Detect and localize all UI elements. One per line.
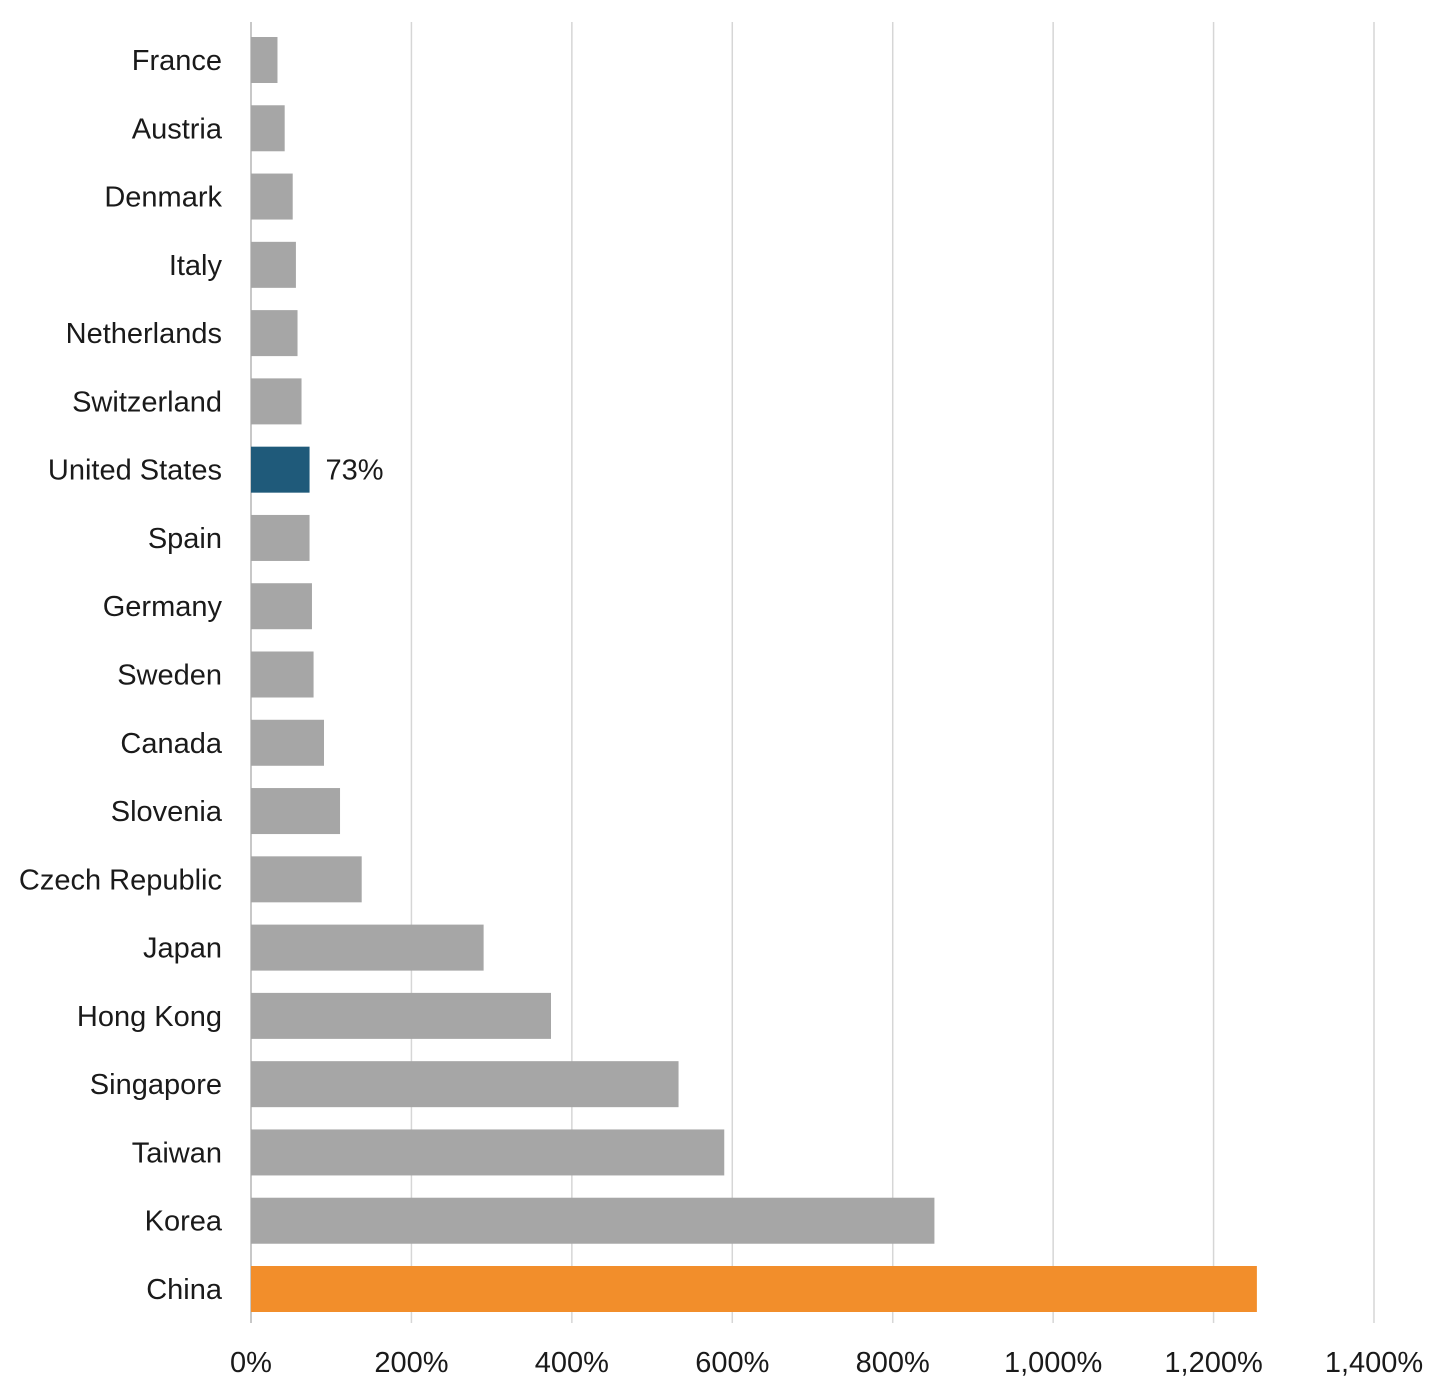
category-label-canada: Canada bbox=[120, 728, 222, 760]
category-labels: France Austria Denmark Italy Netherlands Swit… bbox=[19, 45, 223, 1306]
category-label-taiwan: Taiwan bbox=[132, 1137, 222, 1169]
category-label-korea: Korea bbox=[145, 1206, 223, 1238]
bar-france bbox=[251, 37, 278, 83]
bar-netherlands bbox=[251, 310, 298, 357]
x-tick-label-0: 0% bbox=[230, 1347, 272, 1379]
bar-taiwan bbox=[251, 1129, 725, 1176]
category-label-singapore: Singapore bbox=[90, 1069, 222, 1101]
bars bbox=[251, 37, 1257, 1312]
category-label-denmark: Denmark bbox=[104, 182, 222, 214]
bar-czech-republic bbox=[251, 856, 362, 903]
x-tick-label-1-200: 1,200% bbox=[1164, 1347, 1262, 1379]
category-label-switzerland: Switzerland bbox=[72, 386, 222, 418]
category-label-czech-republic: Czech Republic bbox=[19, 864, 222, 896]
gridlines bbox=[250, 22, 1375, 1323]
bar-china bbox=[251, 1266, 1257, 1312]
bar-austria bbox=[251, 105, 285, 152]
bar-spain bbox=[251, 514, 310, 561]
category-label-hong-kong: Hong Kong bbox=[77, 1001, 222, 1033]
x-tick-label-200: 200% bbox=[374, 1347, 448, 1379]
bar-hong-kong bbox=[251, 992, 552, 1039]
data-label-united-states: 73% bbox=[326, 455, 384, 487]
x-tick-label-600: 600% bbox=[695, 1347, 769, 1379]
x-tick-label-1-000: 1,000% bbox=[1004, 1347, 1102, 1379]
bar-switzerland bbox=[251, 378, 302, 425]
category-label-netherlands: Netherlands bbox=[66, 318, 222, 350]
bar-slovenia bbox=[251, 788, 341, 835]
x-axis-ticks: 0% 200% 400% 600% 800% 1,000% 1,200% 1,400% bbox=[230, 1347, 1423, 1379]
x-tick-label-400: 400% bbox=[535, 1347, 609, 1379]
category-label-france: France bbox=[132, 45, 222, 77]
bar-canada bbox=[251, 719, 324, 766]
bar-korea bbox=[251, 1197, 935, 1244]
category-label-japan: Japan bbox=[143, 933, 222, 965]
bar-singapore bbox=[251, 1061, 679, 1108]
category-label-sweden: Sweden bbox=[117, 660, 222, 692]
bar-germany bbox=[251, 583, 312, 630]
category-label-china: China bbox=[146, 1274, 223, 1306]
category-label-united-states: United States bbox=[48, 455, 222, 487]
x-tick-label-800: 800% bbox=[856, 1347, 930, 1379]
data-labels: 73% bbox=[326, 455, 384, 487]
category-label-italy: Italy bbox=[169, 250, 223, 282]
category-label-germany: Germany bbox=[103, 591, 223, 623]
bar-sweden bbox=[251, 651, 314, 698]
bar-denmark bbox=[251, 173, 293, 220]
bar-italy bbox=[251, 241, 296, 288]
category-label-austria: Austria bbox=[132, 113, 223, 145]
x-tick-label-1-400: 1,400% bbox=[1325, 1347, 1423, 1379]
bar-united-states bbox=[251, 446, 310, 493]
category-label-slovenia: Slovenia bbox=[111, 796, 223, 828]
category-label-spain: Spain bbox=[148, 523, 222, 555]
bar-japan bbox=[251, 924, 484, 971]
